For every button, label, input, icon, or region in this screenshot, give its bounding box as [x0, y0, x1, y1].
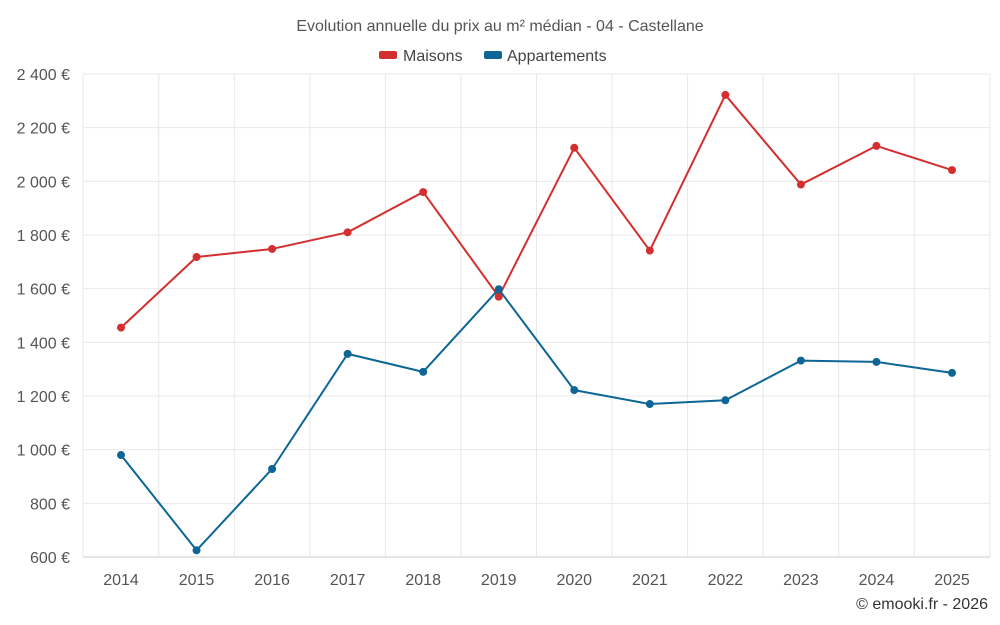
x-tick-label-2024: 2024 — [859, 572, 895, 589]
y-tick-label-1000: 1 000 € — [17, 443, 70, 460]
data-point-appartements-2016[interactable] — [268, 464, 277, 473]
y-tick-label-2000: 2 000 € — [17, 174, 70, 191]
x-tick-label-2016: 2016 — [254, 572, 290, 589]
series-line-maisons — [120, 93, 953, 329]
x-tick-label-2014: 2014 — [103, 572, 139, 589]
y-tick-label-1400: 1 400 € — [17, 335, 70, 352]
data-point-maisons-2021[interactable] — [645, 246, 654, 255]
series-line-appartements — [120, 288, 953, 552]
series-group — [117, 90, 956, 555]
legend-swatch-maisons — [379, 51, 397, 59]
data-point-appartements-2025[interactable] — [948, 368, 956, 377]
data-point-maisons-2018[interactable] — [419, 188, 428, 197]
data-point-appartements-2024[interactable] — [872, 357, 881, 366]
y-tick-label-1800: 1 800 € — [17, 228, 70, 245]
x-tick-label-2023: 2023 — [783, 572, 819, 589]
x-tick-label-2018: 2018 — [405, 572, 441, 589]
grid — [82, 73, 991, 558]
legend-label-appartements: Appartements — [507, 48, 607, 65]
data-point-maisons-2016[interactable] — [268, 244, 277, 253]
y-tick-label-1600: 1 600 € — [17, 282, 70, 299]
legend-label-maisons: Maisons — [403, 48, 463, 65]
data-point-maisons-2019[interactable] — [494, 292, 503, 301]
x-tick-label-2015: 2015 — [179, 572, 215, 589]
y-axis: 600 € 800 € 1 000 € 1 200 € 1 400 € 1 600 € 1 … — [17, 67, 70, 567]
data-point-maisons-2015[interactable] — [192, 253, 201, 262]
y-tick-label-2400: 2 400 € — [17, 67, 70, 84]
data-point-appartements-2022[interactable] — [721, 396, 730, 405]
x-tick-label-2021: 2021 — [632, 572, 668, 589]
legend-item-appartements[interactable]: Appartements — [484, 48, 607, 65]
data-point-appartements-2020[interactable] — [570, 386, 579, 395]
y-tick-label-600: 600 € — [30, 550, 70, 567]
chart-title: Evolution annuelle du prix au m² médian … — [296, 18, 703, 35]
series-appartements — [117, 285, 956, 555]
y-tick-label-800: 800 € — [30, 496, 70, 513]
data-point-appartements-2014[interactable] — [117, 451, 125, 460]
x-axis: 2014 2015 2016 2017 2018 2019 2020 2021 2022 2023… — [103, 572, 970, 589]
x-tick-label-2020: 2020 — [556, 572, 592, 589]
data-point-appartements-2017[interactable] — [343, 349, 352, 358]
series-maisons — [117, 90, 956, 332]
legend-item-maisons[interactable]: Maisons — [379, 48, 463, 65]
data-point-maisons-2024[interactable] — [872, 141, 881, 150]
legend: Maisons Appartements — [379, 48, 607, 65]
data-point-appartements-2018[interactable] — [419, 367, 428, 376]
data-point-maisons-2017[interactable] — [343, 228, 352, 237]
y-tick-label-2200: 2 200 € — [17, 121, 70, 138]
data-point-appartements-2023[interactable] — [796, 356, 805, 365]
data-point-maisons-2023[interactable] — [796, 180, 805, 189]
x-tick-label-2019: 2019 — [481, 572, 517, 589]
x-tick-label-2025: 2025 — [934, 572, 970, 589]
data-point-maisons-2020[interactable] — [570, 143, 579, 152]
data-point-appartements-2015[interactable] — [192, 546, 201, 555]
x-tick-label-2017: 2017 — [330, 572, 366, 589]
data-point-appartements-2021[interactable] — [645, 400, 654, 409]
data-point-maisons-2022[interactable] — [721, 90, 730, 99]
data-point-maisons-2025[interactable] — [948, 166, 956, 175]
credit-text: © emooki.fr - 2026 — [856, 596, 988, 613]
y-tick-label-1200: 1 200 € — [17, 389, 70, 406]
data-point-appartements-2019[interactable] — [494, 285, 503, 294]
x-tick-label-2022: 2022 — [708, 572, 744, 589]
legend-swatch-appartements — [484, 51, 502, 59]
data-point-maisons-2014[interactable] — [117, 323, 125, 332]
